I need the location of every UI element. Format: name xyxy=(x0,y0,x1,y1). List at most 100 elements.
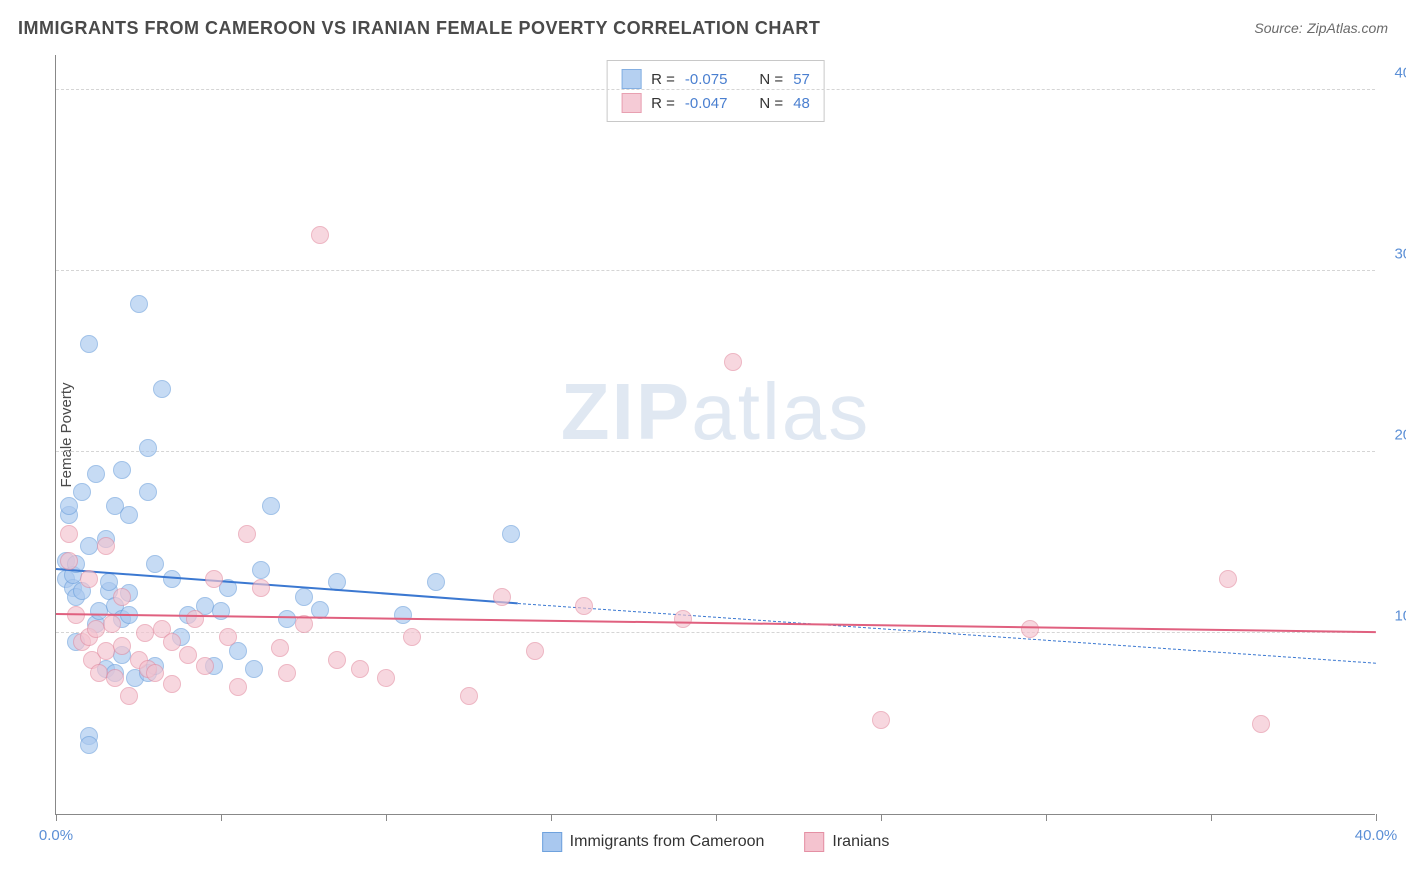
data-point-iranians xyxy=(136,624,154,642)
trend-line-dashed xyxy=(518,603,1376,664)
data-point-iranians xyxy=(60,552,78,570)
x-tick-label: 40.0% xyxy=(1355,827,1398,844)
correlation-legend: R =-0.075N =57R =-0.047N =48 xyxy=(606,60,825,122)
data-point-cameroon xyxy=(153,380,171,398)
data-point-iranians xyxy=(179,646,197,664)
data-point-iranians xyxy=(460,687,478,705)
legend-label: Iranians xyxy=(832,833,889,851)
x-tick xyxy=(221,814,222,821)
grid-line xyxy=(56,270,1375,271)
data-point-cameroon xyxy=(120,506,138,524)
chart-title: IMMIGRANTS FROM CAMEROON VS IRANIAN FEMA… xyxy=(18,18,820,39)
data-point-iranians xyxy=(80,570,98,588)
data-point-iranians xyxy=(196,657,214,675)
data-point-cameroon xyxy=(278,610,296,628)
data-point-iranians xyxy=(186,610,204,628)
data-point-cameroon xyxy=(80,736,98,754)
data-point-iranians xyxy=(120,687,138,705)
watermark: ZIPatlas xyxy=(561,366,870,458)
legend-row-cameroon: R =-0.075N =57 xyxy=(621,67,810,91)
data-point-iranians xyxy=(674,610,692,628)
legend-item-cameroon: Immigrants from Cameroon xyxy=(542,832,765,852)
source-attribution: Source: ZipAtlas.com xyxy=(1254,20,1388,38)
source-name: ZipAtlas.com xyxy=(1307,20,1388,36)
n-value: 57 xyxy=(793,71,810,88)
data-point-iranians xyxy=(377,669,395,687)
data-point-iranians xyxy=(106,669,124,687)
legend-item-iranians: Iranians xyxy=(804,832,889,852)
data-point-cameroon xyxy=(295,588,313,606)
legend-swatch xyxy=(621,69,641,89)
grid-line xyxy=(56,89,1375,90)
data-point-cameroon xyxy=(60,497,78,515)
data-point-iranians xyxy=(60,525,78,543)
y-tick-label: 10.0% xyxy=(1394,608,1406,625)
x-tick xyxy=(56,814,57,821)
data-point-iranians xyxy=(1021,620,1039,638)
data-point-iranians xyxy=(278,664,296,682)
data-point-cameroon xyxy=(427,573,445,591)
x-tick xyxy=(1046,814,1047,821)
data-point-iranians xyxy=(351,660,369,678)
y-tick-label: 40.0% xyxy=(1394,65,1406,82)
data-point-iranians xyxy=(146,664,164,682)
n-value: 48 xyxy=(793,95,810,112)
data-point-iranians xyxy=(87,620,105,638)
data-point-iranians xyxy=(238,525,256,543)
y-axis-title: Female Poverty xyxy=(58,382,75,487)
y-tick-label: 30.0% xyxy=(1394,246,1406,263)
data-point-iranians xyxy=(526,642,544,660)
data-point-cameroon xyxy=(130,295,148,313)
data-point-cameroon xyxy=(245,660,263,678)
x-tick xyxy=(1376,814,1377,821)
data-point-iranians xyxy=(97,537,115,555)
data-point-iranians xyxy=(90,664,108,682)
data-point-iranians xyxy=(403,628,421,646)
grid-line xyxy=(56,632,1375,633)
legend-swatch xyxy=(804,832,824,852)
data-point-cameroon xyxy=(394,606,412,624)
source-label: Source: xyxy=(1254,20,1302,36)
data-point-cameroon xyxy=(146,555,164,573)
data-point-cameroon xyxy=(139,439,157,457)
r-value: -0.075 xyxy=(685,71,728,88)
data-point-cameroon xyxy=(80,537,98,555)
data-point-iranians xyxy=(724,353,742,371)
data-point-iranians xyxy=(328,651,346,669)
data-point-cameroon xyxy=(100,573,118,591)
data-point-iranians xyxy=(113,637,131,655)
data-point-iranians xyxy=(205,570,223,588)
x-tick xyxy=(1211,814,1212,821)
y-tick-label: 20.0% xyxy=(1394,427,1406,444)
x-tick-label: 0.0% xyxy=(39,827,73,844)
data-point-iranians xyxy=(219,628,237,646)
x-tick xyxy=(386,814,387,821)
data-point-iranians xyxy=(252,579,270,597)
data-point-iranians xyxy=(97,642,115,660)
data-point-cameroon xyxy=(262,497,280,515)
data-point-iranians xyxy=(493,588,511,606)
legend-swatch xyxy=(621,93,641,113)
data-point-iranians xyxy=(271,639,289,657)
data-point-cameroon xyxy=(212,602,230,620)
x-tick xyxy=(881,814,882,821)
data-point-cameroon xyxy=(502,525,520,543)
scatter-chart: ZIPatlas Female Poverty R =-0.075N =57R … xyxy=(55,55,1375,815)
r-value: -0.047 xyxy=(685,95,728,112)
data-point-iranians xyxy=(1219,570,1237,588)
data-point-iranians xyxy=(113,588,131,606)
data-point-iranians xyxy=(311,226,329,244)
data-point-cameroon xyxy=(73,483,91,501)
n-label: N = xyxy=(759,95,783,112)
legend-row-iranians: R =-0.047N =48 xyxy=(621,91,810,115)
data-point-iranians xyxy=(872,711,890,729)
data-point-iranians xyxy=(1252,715,1270,733)
data-point-cameroon xyxy=(80,335,98,353)
data-point-iranians xyxy=(229,678,247,696)
data-point-cameroon xyxy=(139,483,157,501)
data-point-cameroon xyxy=(252,561,270,579)
r-label: R = xyxy=(651,71,675,88)
data-point-cameroon xyxy=(87,465,105,483)
data-point-iranians xyxy=(575,597,593,615)
x-tick xyxy=(716,814,717,821)
